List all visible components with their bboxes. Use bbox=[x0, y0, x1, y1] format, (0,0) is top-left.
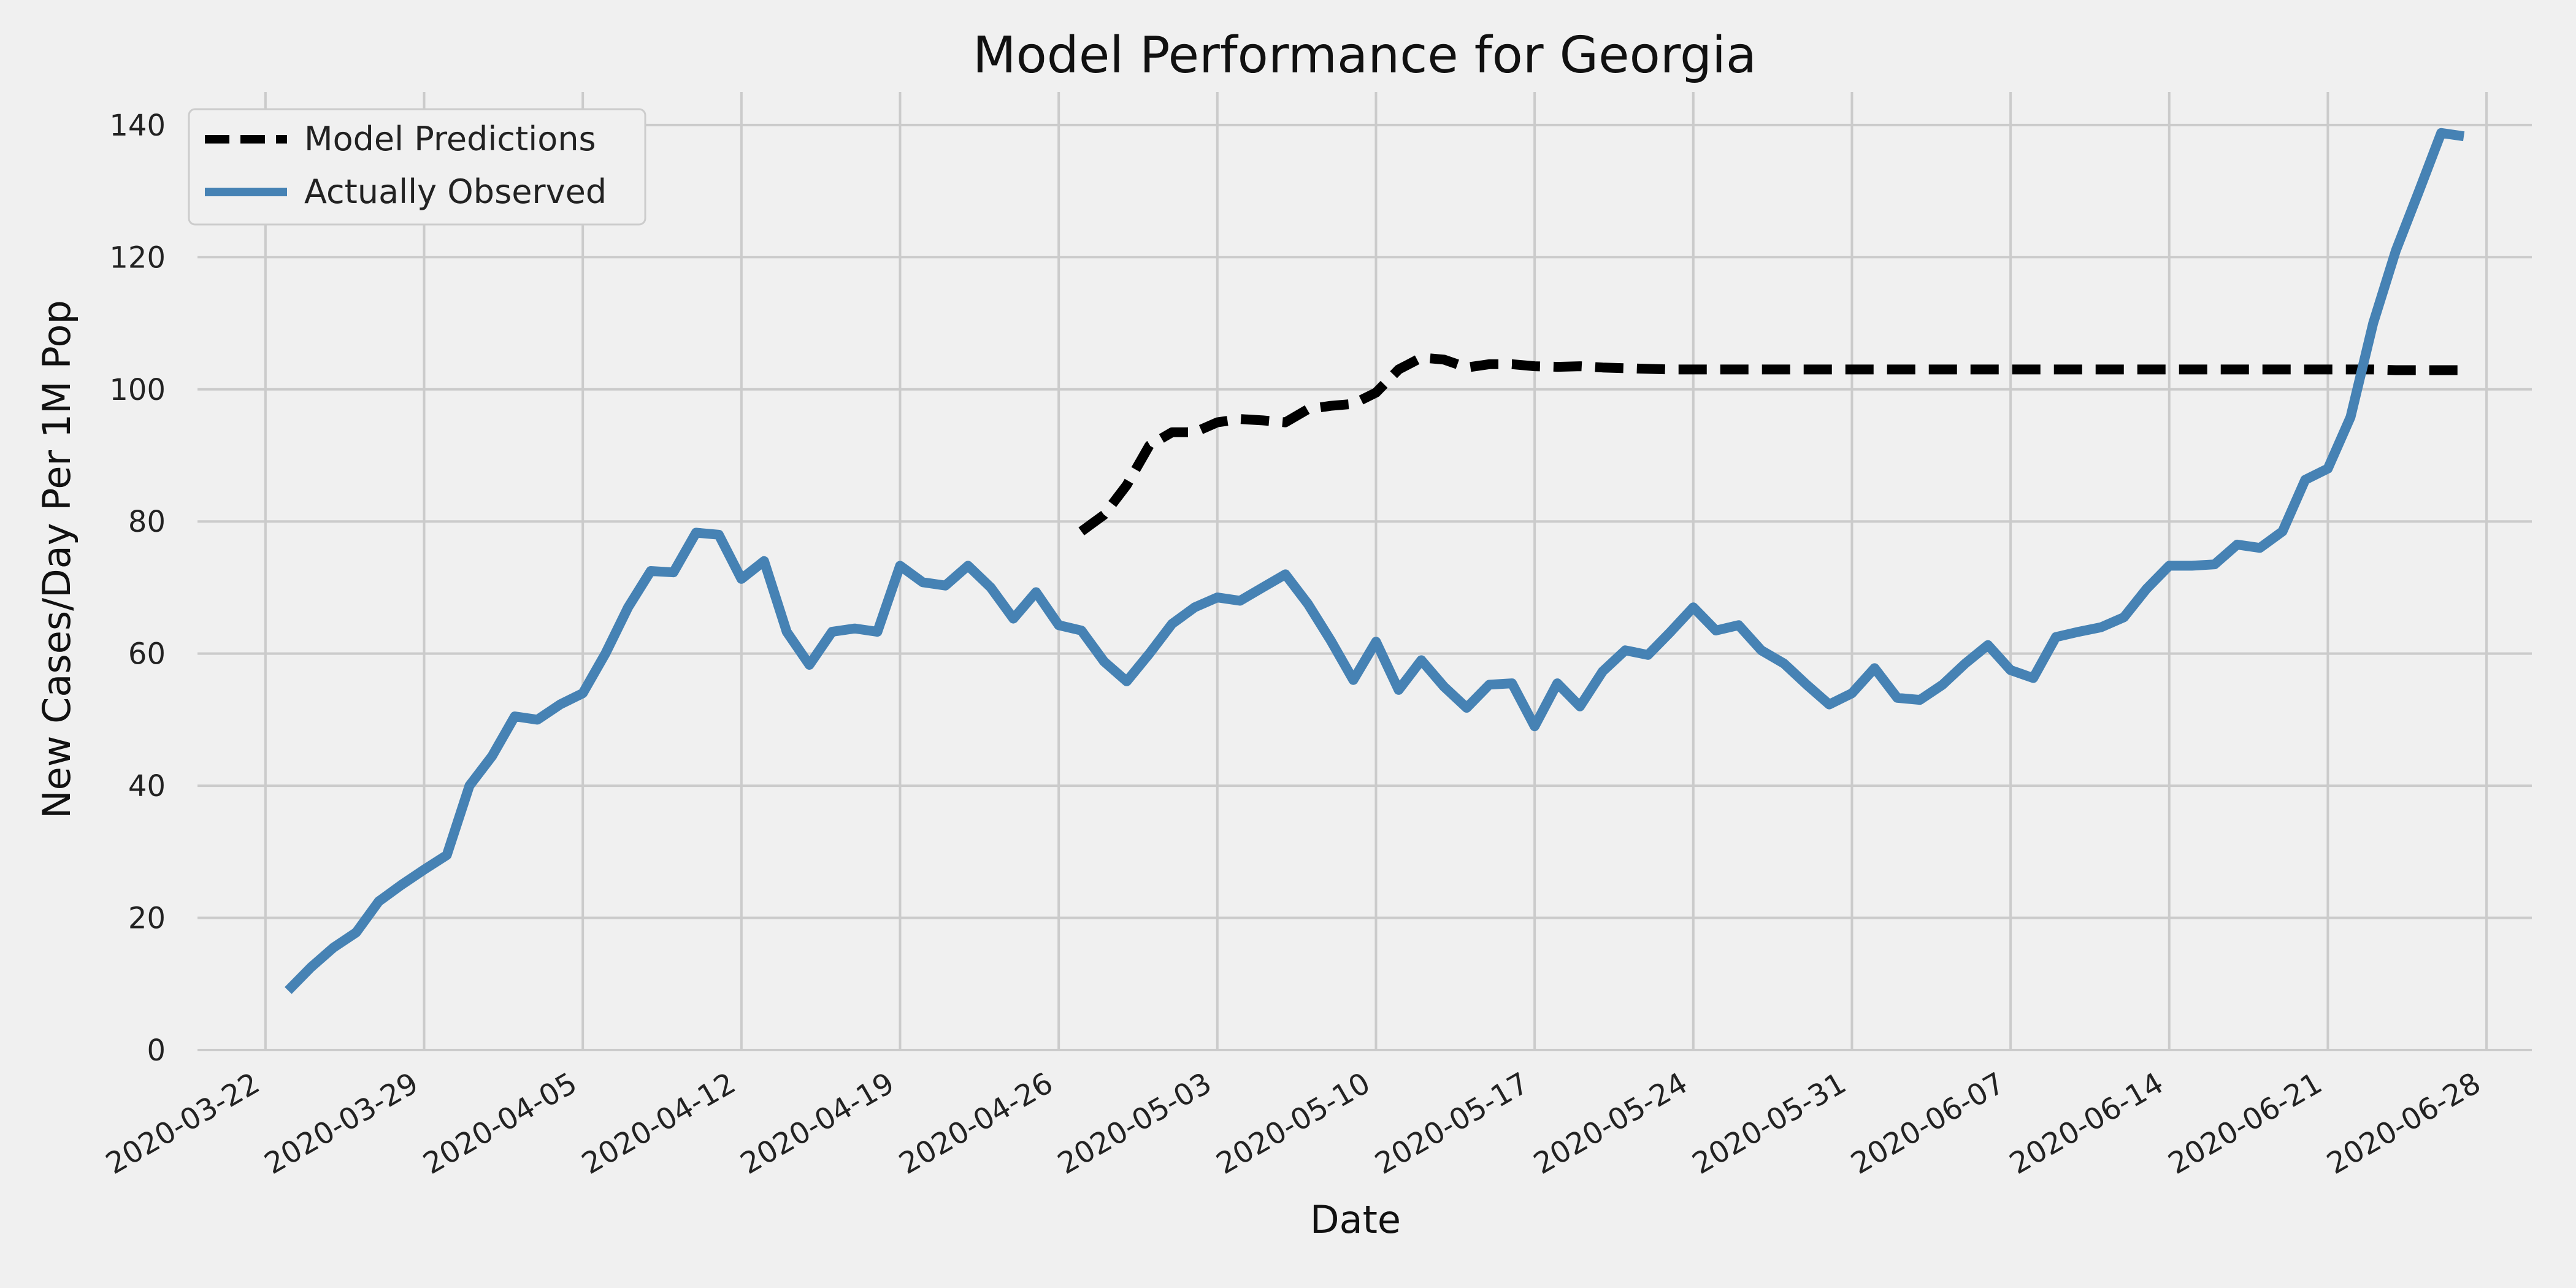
y-tick-label: 120 bbox=[109, 240, 166, 275]
series-line-actually-observed bbox=[285, 128, 2465, 994]
series-layer bbox=[285, 128, 2465, 994]
y-tick-label: 40 bbox=[128, 769, 166, 803]
legend-label-actually-observed: Actually Observed bbox=[304, 172, 607, 211]
legend-label-model-predictions: Model Predictions bbox=[304, 120, 596, 158]
y-tick-label: 80 bbox=[128, 505, 166, 539]
y-tick-label: 20 bbox=[128, 902, 166, 936]
legend-box bbox=[188, 108, 646, 226]
x-axis-label: Date bbox=[1310, 1197, 1401, 1242]
y-tick-label: 60 bbox=[128, 637, 166, 672]
y-tick-labels: 0 20 40 60 80 100 120 140 bbox=[109, 109, 166, 1068]
y-tick-label: 140 bbox=[109, 109, 166, 143]
y-tick-label: 0 bbox=[147, 1033, 166, 1068]
y-axis-label: New Cases/Day Per 1M Pop bbox=[34, 300, 79, 819]
y-tick-label: 100 bbox=[109, 373, 166, 407]
series-line-model-predictions bbox=[1078, 353, 2464, 535]
chart-title: Model Performance for Georgia bbox=[973, 26, 1757, 85]
legend: Model Predictions Actually Observed bbox=[188, 108, 646, 226]
